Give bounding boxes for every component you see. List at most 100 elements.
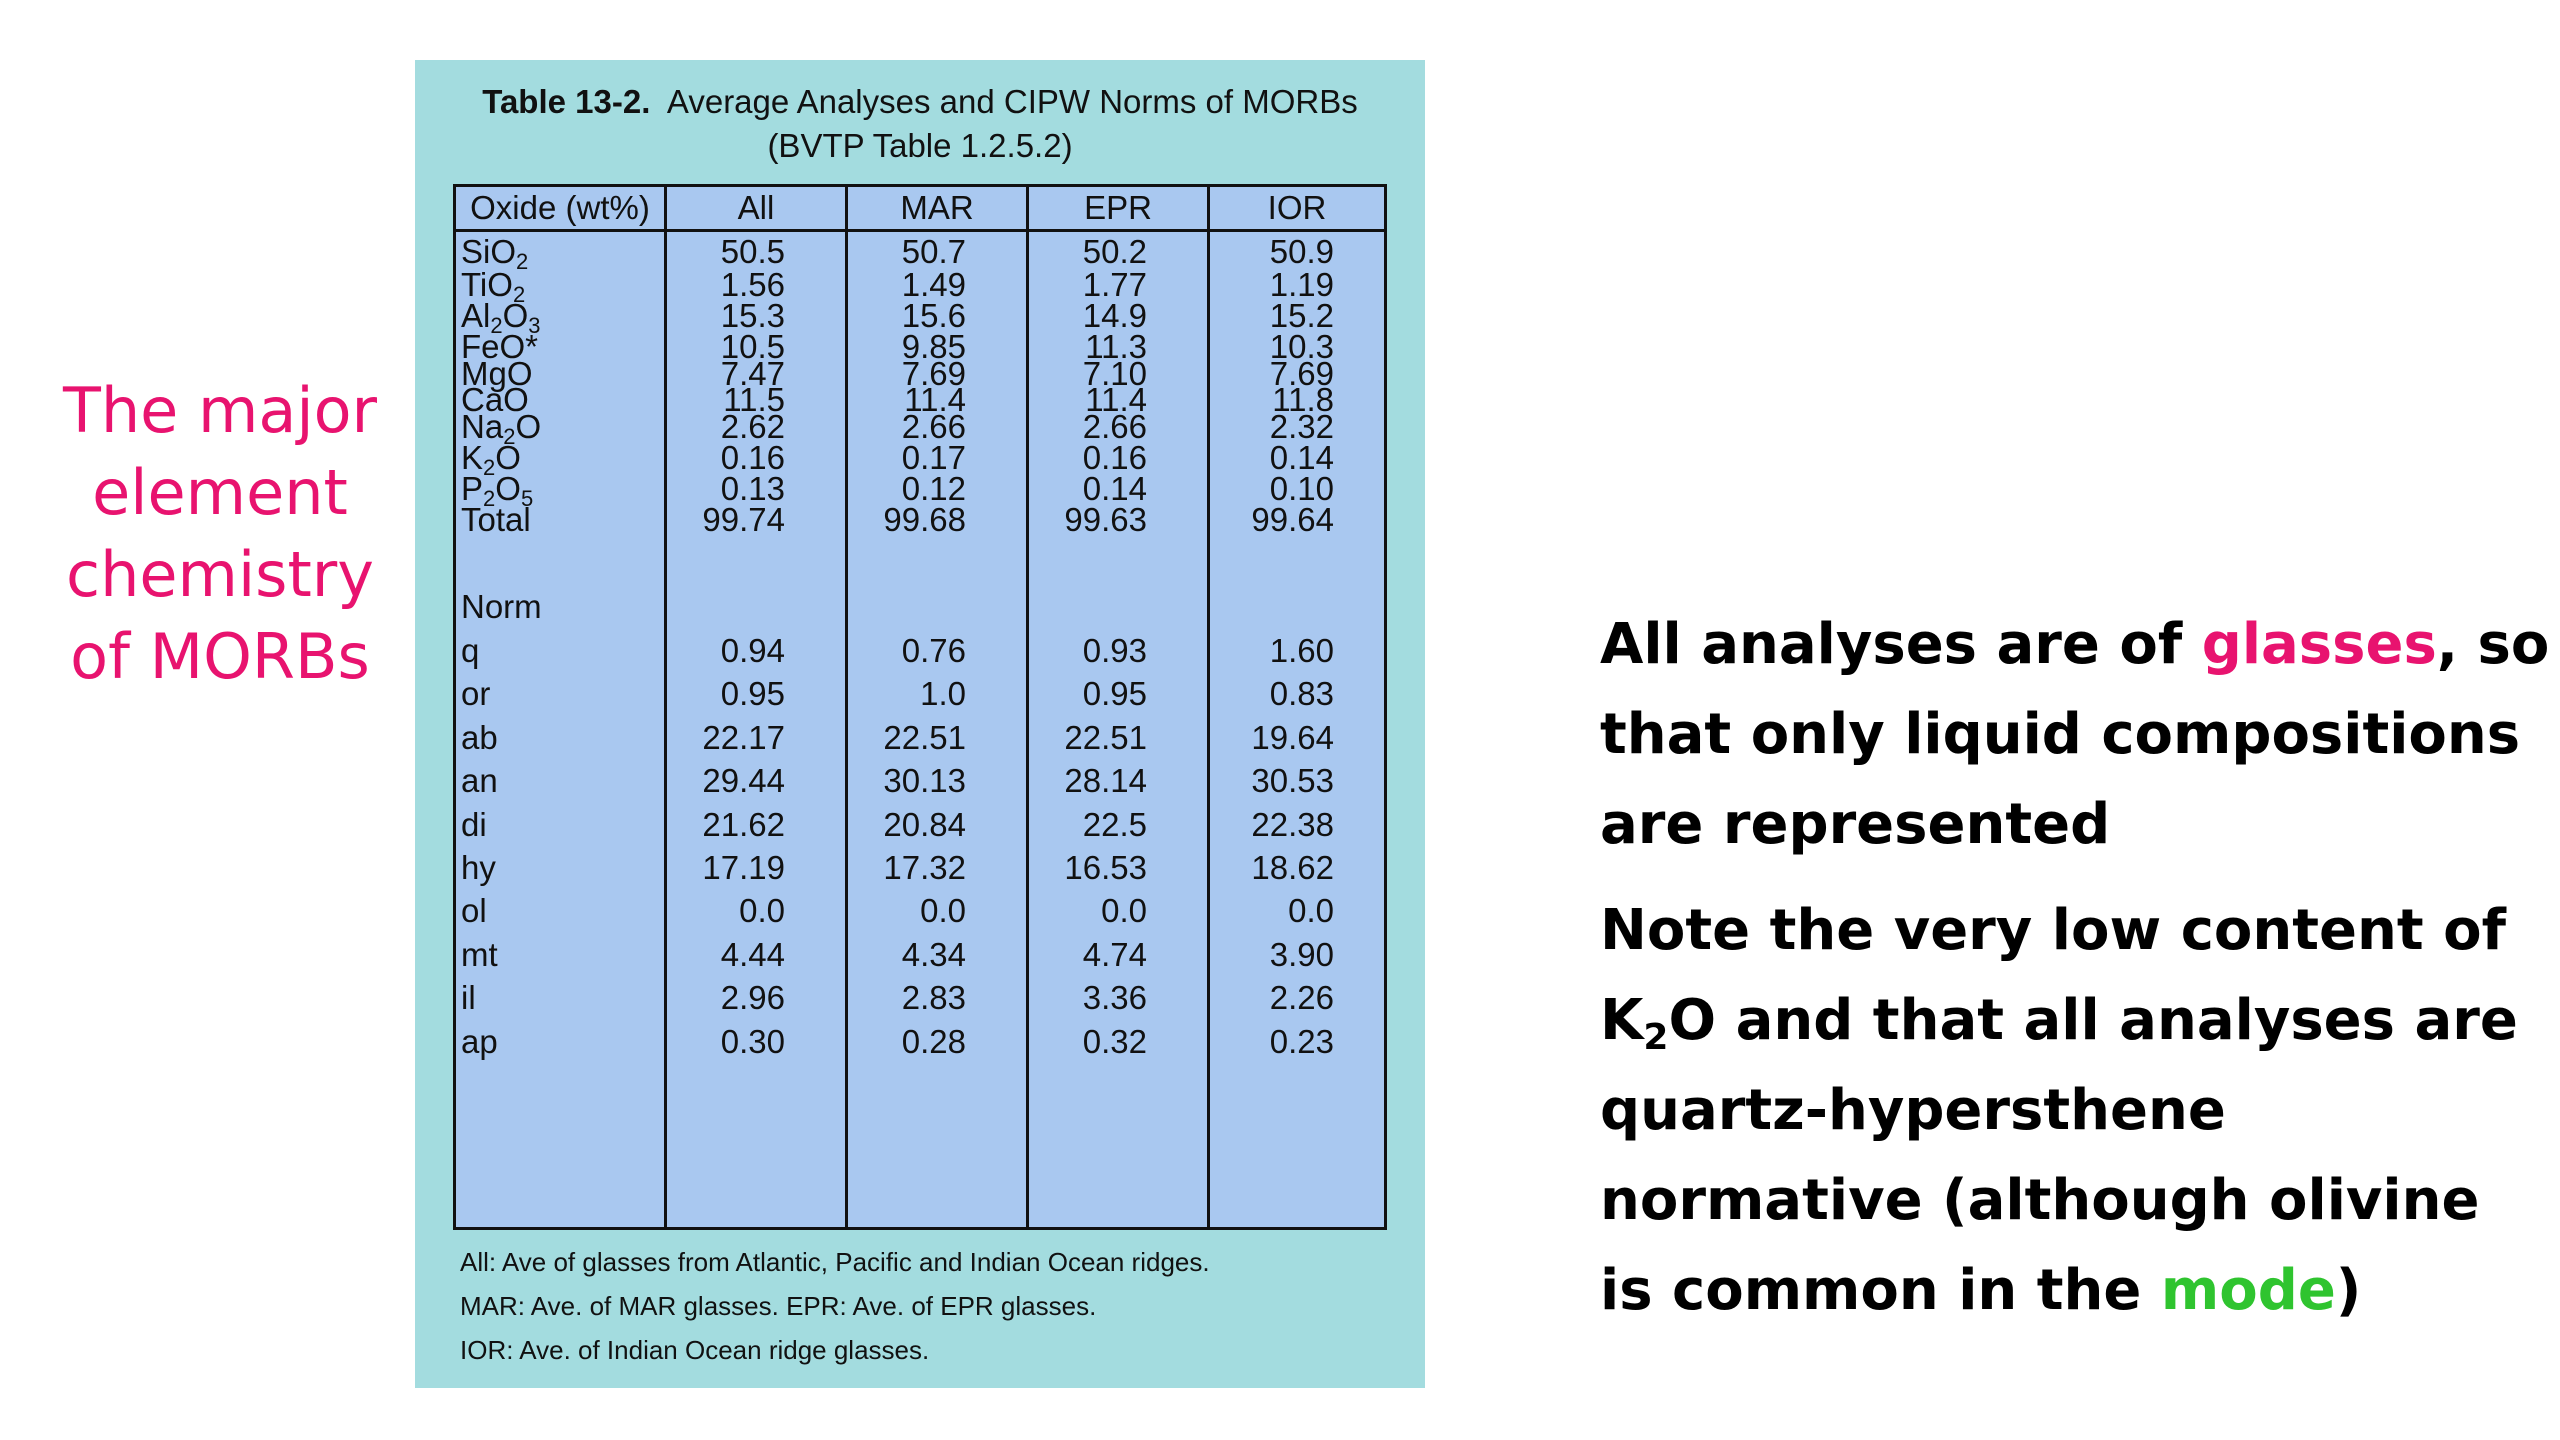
highlight-mode: mode	[2160, 1258, 2336, 1323]
left-caption-line: of MORBs	[70, 620, 370, 693]
table-cell: 0.83	[1269, 675, 1334, 713]
table-cell: 50.5	[720, 233, 785, 270]
table-cell: 2.83	[901, 979, 966, 1017]
table-cell: 1.0	[920, 675, 966, 713]
text-span: , so	[2436, 612, 2550, 677]
left-caption-line: chemistry	[66, 538, 374, 611]
column-divider	[1026, 187, 1029, 1227]
text-span: All analyses are of	[1600, 612, 2202, 677]
table-cell: 0.14	[1269, 439, 1334, 476]
table-cell: 7.10	[1082, 355, 1147, 392]
table-cell: 3.36	[1082, 979, 1147, 1017]
table-caption-line-1: Table 13-2. Average Analyses and CIPW No…	[415, 80, 1425, 124]
footnote: IOR: Ave. of Indian Ocean ridge glasses.	[460, 1335, 930, 1365]
table-cell: 21.62	[702, 805, 785, 843]
text-line: is common in the mode)	[1600, 1246, 2540, 1336]
table-cell: 0.16	[1082, 439, 1147, 476]
table-cell: 18.62	[1251, 849, 1334, 886]
table-cell: 1.60	[1269, 632, 1334, 669]
table-cell: 11.5	[723, 381, 785, 418]
table-cell: 20.84	[883, 805, 966, 843]
text-line: K2O and that all analyses are	[1600, 976, 2540, 1066]
table-cell: 11.4	[904, 381, 966, 418]
row-label: an	[461, 762, 498, 800]
row-label: Total	[461, 501, 531, 538]
column-divider	[664, 187, 667, 1227]
table-cell: 22.17	[702, 718, 785, 756]
table-cell: 2.26	[1269, 979, 1334, 1017]
row-label: Al2O3	[461, 297, 541, 338]
table-cell: 0.93	[1082, 632, 1147, 669]
table-cell: 50.7	[901, 233, 966, 270]
table-caption-label: Table 13-2.	[482, 83, 651, 120]
table-cell: 1.49	[901, 266, 966, 303]
table-cell: 7.69	[901, 355, 966, 392]
table-cell: 10.5	[720, 328, 785, 365]
table-cell: 0.0	[739, 892, 785, 930]
footnote: All: Ave of glasses from Atlantic, Pacif…	[460, 1247, 1210, 1277]
table-cell: 22.38	[1251, 805, 1334, 843]
table-cell: 15.3	[720, 297, 785, 334]
table-caption: Table 13-2. Average Analyses and CIPW No…	[415, 80, 1425, 168]
table-cell: 22.5	[1082, 805, 1147, 843]
table-cell: 0.95	[720, 675, 785, 713]
table-cell: 22.51	[883, 718, 966, 756]
table-cell: 7.69	[1269, 355, 1334, 392]
column-divider	[1207, 187, 1210, 1227]
table-cell: 99.68	[883, 501, 966, 538]
row-label: q	[461, 632, 480, 669]
right-text: All analyses are of glasses, so that onl…	[1600, 600, 2549, 1352]
text-line: that only liquid compositions	[1600, 702, 2521, 767]
table-cell: 4.44	[720, 935, 785, 973]
table-cell: 0.30	[720, 1022, 785, 1060]
row-label: FeO*	[461, 328, 539, 365]
left-caption-line: element	[92, 456, 348, 529]
table-footnotes: All: Ave of glasses from Atlantic, Pacif…	[460, 1240, 1210, 1372]
table-cell: 2.66	[901, 408, 966, 445]
table-cell: 11.8	[1272, 381, 1334, 418]
row-label: hy	[461, 849, 496, 886]
table-cell: 3.90	[1269, 935, 1334, 973]
table-cell: 19.64	[1251, 718, 1334, 756]
table-cell: 4.74	[1082, 935, 1147, 973]
column-divider	[845, 187, 848, 1227]
row-label: P2O5	[461, 470, 534, 511]
table-cell: 0.32	[1082, 1022, 1147, 1060]
row-label: TiO2	[461, 266, 526, 307]
table-cell: 50.2	[1082, 233, 1147, 270]
left-caption-line: The major	[62, 374, 378, 447]
table-cell: 7.47	[720, 355, 785, 392]
table-cell: 0.28	[901, 1022, 966, 1060]
table-cell: 0.16	[720, 439, 785, 476]
table-cell: 29.44	[702, 762, 785, 800]
table-cell: 50.9	[1269, 233, 1334, 270]
table-cell: 0.14	[1082, 470, 1147, 507]
column-header-all: All	[737, 189, 775, 226]
table-cell: 17.32	[883, 849, 966, 886]
column-header-epr: EPR	[1084, 189, 1152, 226]
table-cell: 0.95	[1082, 675, 1147, 713]
data-table: Oxide (wt%) All MAR EPR IOR SiO2 50.5 50.7 50.2 5…	[453, 184, 1387, 1230]
footnote: MAR: Ave. of MAR glasses. EPR: Ave. of E…	[460, 1291, 1097, 1321]
table-cell: 15.6	[901, 297, 966, 334]
table-cell: 15.2	[1269, 297, 1334, 334]
table-caption-sub: (BVTP Table 1.2.5.2)	[767, 127, 1073, 164]
table-cell: 0.17	[901, 439, 966, 476]
table-cell: 17.19	[702, 849, 785, 886]
text-line: All analyses are of glasses, so	[1600, 600, 2549, 690]
header-divider	[456, 229, 1384, 232]
table-cell: 0.76	[901, 632, 966, 669]
table-cell: 0.12	[901, 470, 966, 507]
row-label: ol	[461, 892, 487, 930]
table-cell: 22.51	[1064, 718, 1147, 756]
text-line: Note the very low content of	[1600, 898, 2506, 963]
row-label: di	[461, 805, 487, 843]
table-cell: 0.13	[720, 470, 785, 507]
paragraph-k2o: Note the very low content of K2O and tha…	[1600, 886, 2540, 1336]
row-label: K2O	[461, 439, 521, 480]
table-cell: 2.32	[1269, 408, 1334, 445]
norm-section-label: Norm	[461, 588, 542, 625]
highlight-glasses: glasses	[2201, 612, 2437, 677]
table-cell: 0.10	[1269, 470, 1334, 507]
